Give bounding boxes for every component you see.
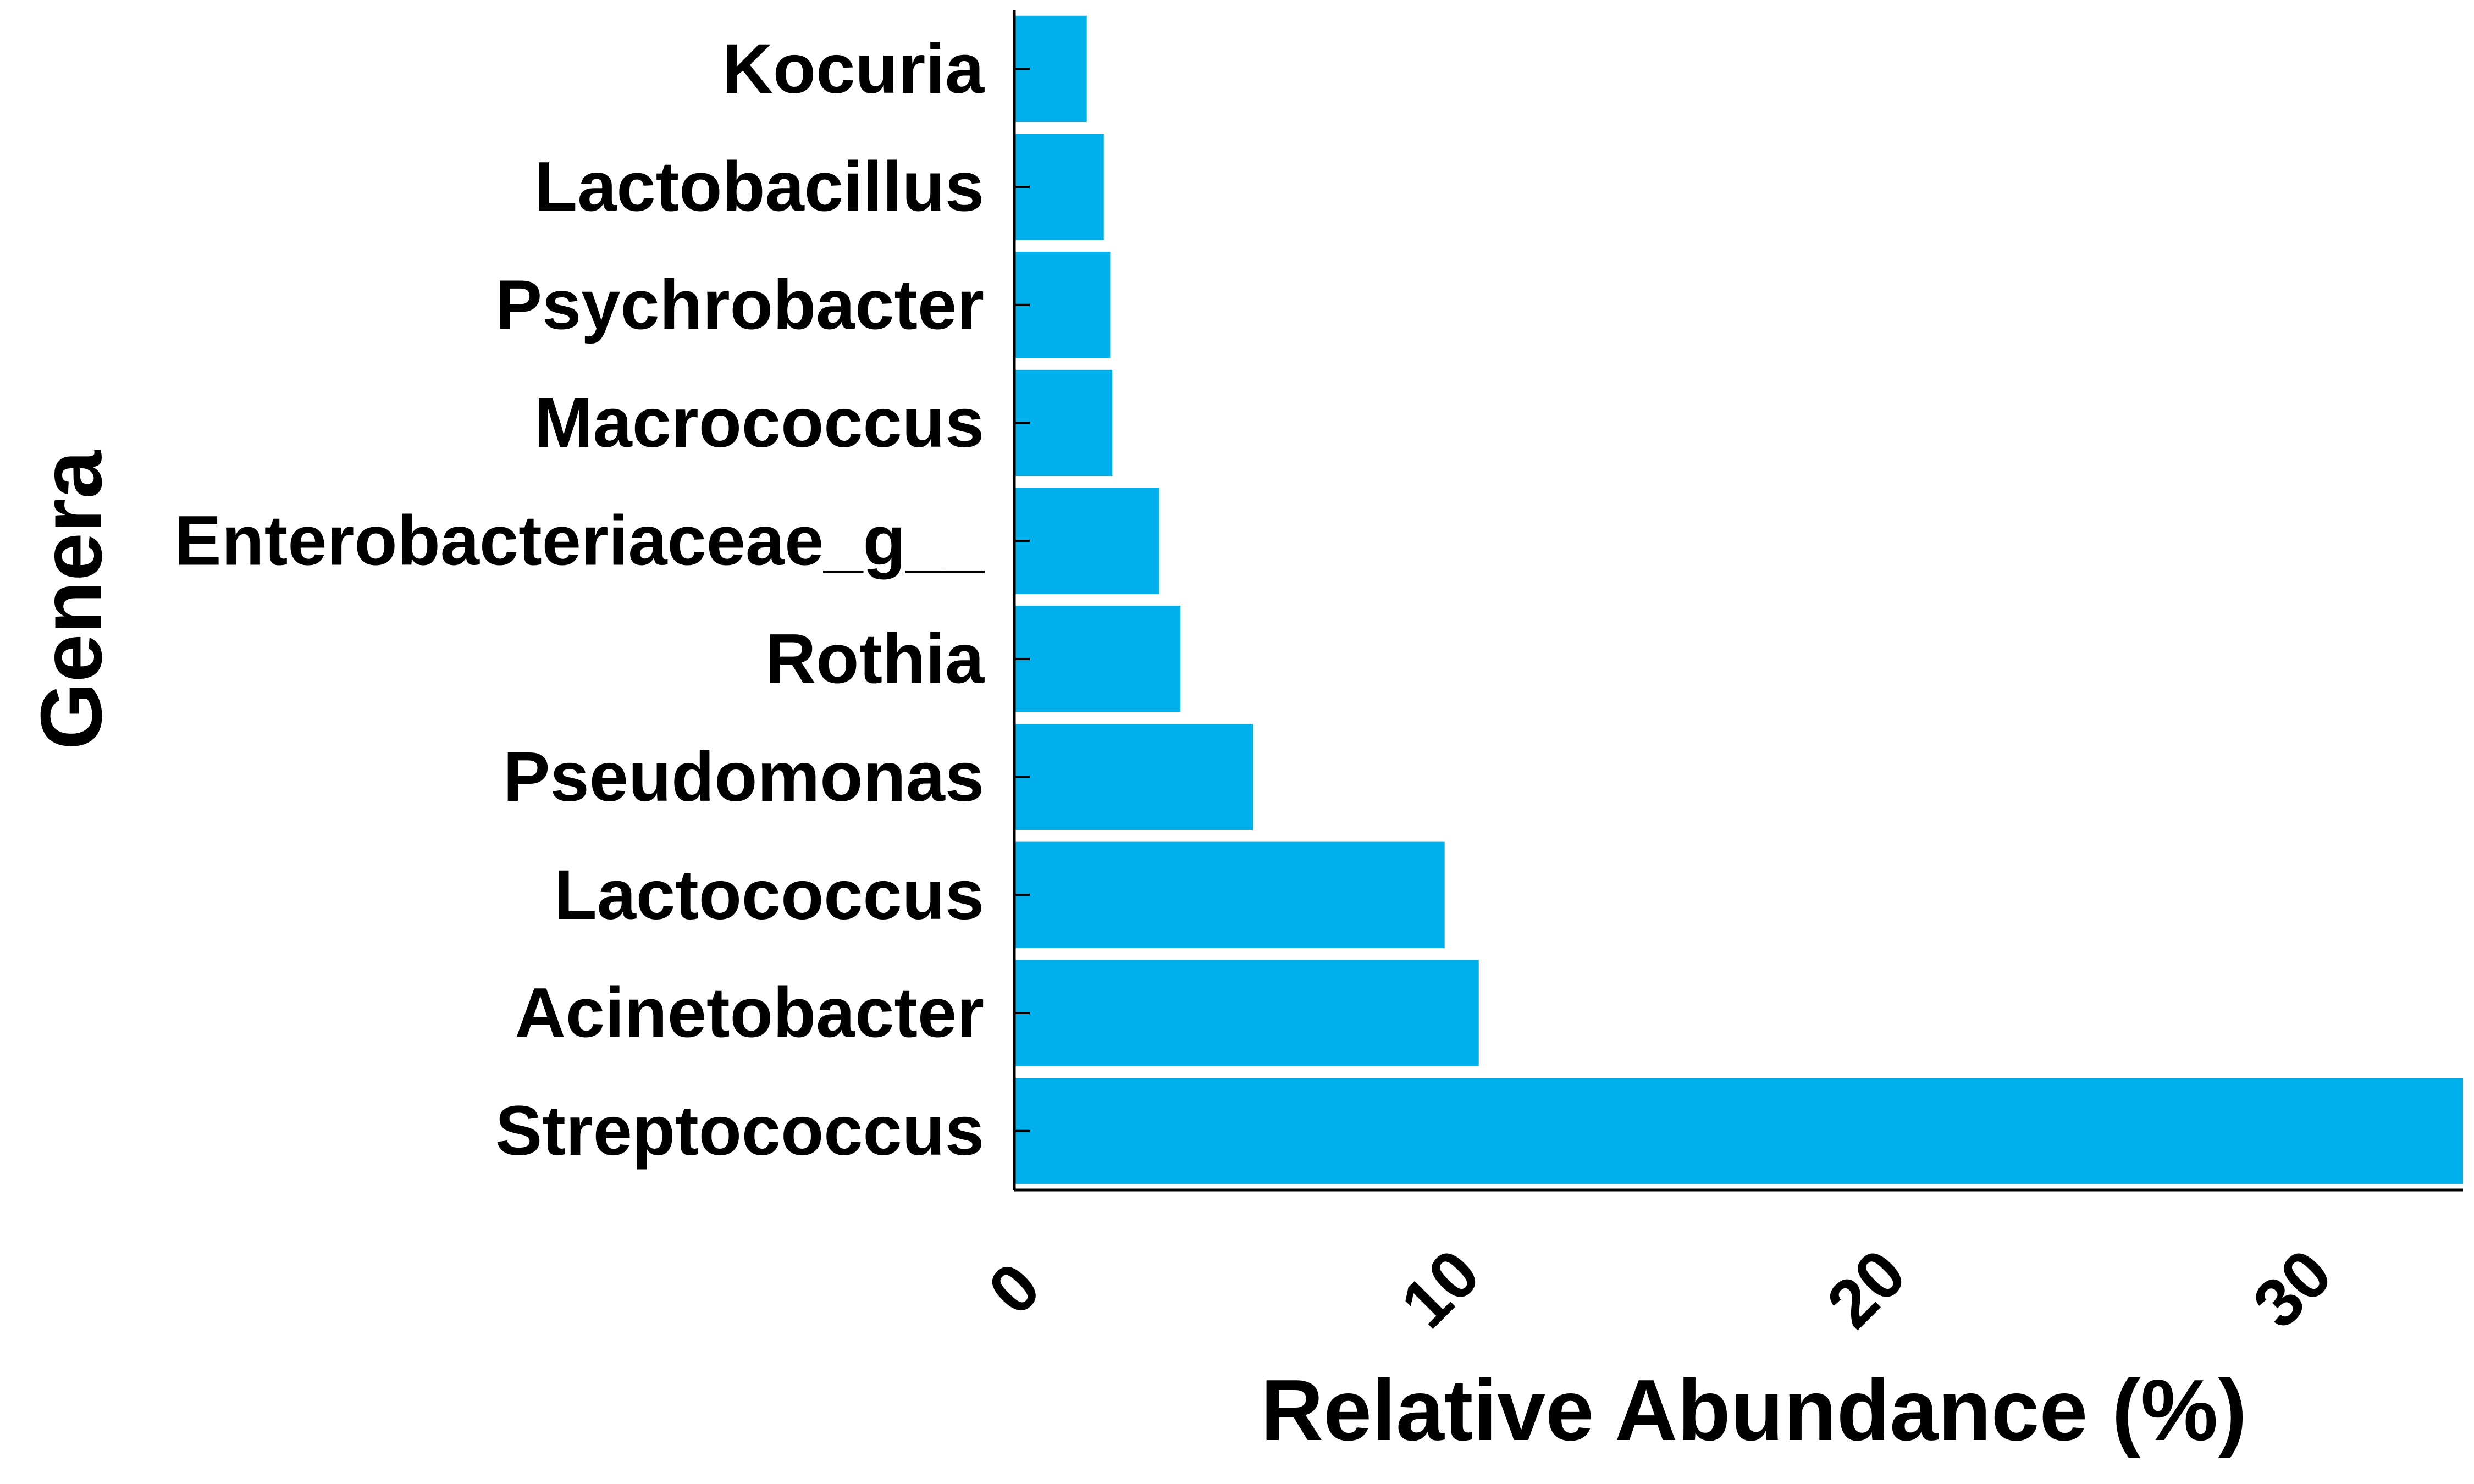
x-axis: 0 10 20 30 [974, 1188, 2463, 1343]
bar-5 [1014, 606, 1181, 712]
y-tick-label-0: Kocuria [722, 30, 984, 108]
bar-2 [1014, 252, 1111, 358]
bars-group [1014, 15, 2463, 1184]
bar-4 [1014, 488, 1159, 594]
y-axis-title: Genera [23, 450, 120, 750]
x-tick-label-0: 0 [974, 1249, 1054, 1329]
x-tick-label-1: 10 [1387, 1235, 1494, 1342]
bar-9 [1014, 1078, 2463, 1184]
y-tick-label-1: Lactobacillus [534, 148, 984, 226]
bar-7 [1014, 841, 1445, 948]
bar-3 [1014, 369, 1113, 477]
y-tick-label-9: Streptococcus [495, 1092, 984, 1170]
bar-8 [1014, 960, 1479, 1066]
y-axis: Kocuria Lactobacillus Psychrobacter Macroco… [174, 10, 1030, 1190]
x-tick-label-3: 30 [2239, 1235, 2346, 1342]
y-tick-label-8: Acinetobacter [515, 973, 984, 1052]
x-axis-title: Relative Abundance (%) [1261, 1362, 2247, 1459]
y-tick-label-3: Macrococcus [534, 384, 984, 462]
y-tick-label-4: Enterobacteriaceae_g__ [174, 502, 985, 580]
bar-6 [1014, 723, 1253, 830]
y-tick-label-6: Pseudomonas [503, 738, 984, 816]
y-tick-label-2: Psychrobacter [495, 265, 984, 344]
y-tick-label-5: Rothia [765, 619, 985, 698]
x-tick-label-2: 20 [1813, 1235, 1920, 1342]
y-tick-label-7: Lactococcus [554, 856, 985, 934]
